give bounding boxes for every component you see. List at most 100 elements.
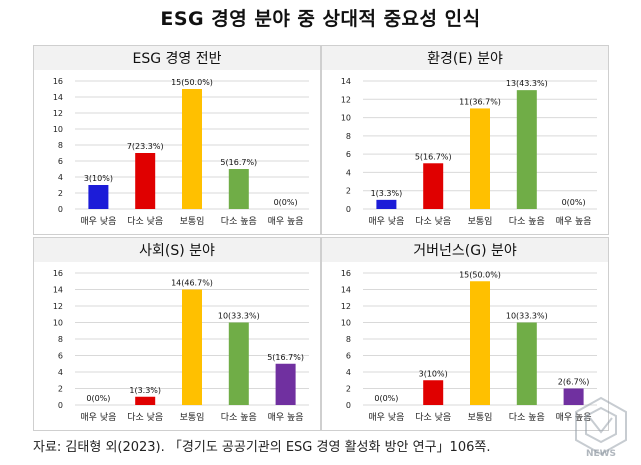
panel-title-bar xyxy=(322,238,608,262)
data-label-somewhat-high: 5(16.7%) xyxy=(220,158,257,167)
x-tick-label-very-high: 매우 높음 xyxy=(556,412,592,423)
y-tick-label: 10 xyxy=(53,125,63,134)
y-tick-label: 0 xyxy=(346,401,351,410)
page-title: ESG 경영 분야 중 상대적 중요성 인식 xyxy=(160,8,481,30)
y-tick-label: 8 xyxy=(58,335,63,344)
y-tick-label: 12 xyxy=(341,95,351,104)
data-label-very-high: 5(16.7%) xyxy=(267,353,304,362)
chart-social: 사회(S) 분야 0 2 4 6 8 10 12 14 16 0(0%) 매우 낮음 1(3.3%) 다소… xyxy=(33,237,321,431)
y-tick-label: 10 xyxy=(53,319,63,328)
y-tick-label: 2 xyxy=(58,385,63,394)
chart-title: ESG 경영 전반 xyxy=(132,51,221,67)
data-label-average: 14(46.7%) xyxy=(171,279,213,288)
y-tick-label: 16 xyxy=(341,269,351,278)
y-tick-label: 14 xyxy=(53,93,63,102)
logo-text: NEWS xyxy=(586,449,616,459)
y-tick-label: 2 xyxy=(346,385,351,394)
y-tick-label: 4 xyxy=(58,368,63,377)
y-tick-label: 0 xyxy=(58,205,63,214)
y-tick-label: 2 xyxy=(58,189,63,198)
x-tick-label-average: 보통임 xyxy=(468,411,493,423)
y-tick-label: 6 xyxy=(58,157,63,166)
source-note: 자료: 김태형 외(2023). 「경기도 공공기관의 ESG 경영 활성화 방… xyxy=(33,440,491,455)
y-tick-label: 14 xyxy=(341,286,351,295)
bar-average xyxy=(182,89,202,209)
x-tick-label-somewhat-high: 다소 높음 xyxy=(221,216,257,227)
data-label-very-high: 2(6.7%) xyxy=(558,378,590,387)
bar-very-high xyxy=(563,388,584,405)
y-tick-label: 6 xyxy=(58,352,63,361)
y-tick-label: 4 xyxy=(346,168,351,177)
bar-somewhat-high xyxy=(228,169,249,209)
y-tick-label: 4 xyxy=(346,368,351,377)
data-label-very-low: 0(0%) xyxy=(374,394,398,403)
panel-frame xyxy=(33,45,321,235)
data-label-very-low: 1(3.3%) xyxy=(371,189,403,198)
chart-grid: ESG 경영 전반 0 2 4 6 8 10 12 14 16 3(10%) 매우 낮음 7(23.3%… xyxy=(33,45,609,431)
data-label-somewhat-low: 5(16.7%) xyxy=(415,152,452,161)
chart-overall: ESG 경영 전반 0 2 4 6 8 10 12 14 16 3(10%) 매우 낮음 7(23.3%… xyxy=(33,45,321,235)
panel-frame xyxy=(33,237,321,431)
news-logo: NEWS xyxy=(575,396,627,459)
y-tick-label: 2 xyxy=(346,187,351,196)
y-tick-label: 14 xyxy=(341,77,351,86)
y-tick-label: 8 xyxy=(346,335,351,344)
panel-title-bar xyxy=(322,46,608,70)
panel-title-bar xyxy=(34,238,320,262)
chart-governance: 거버넌스(G) 분야 0 2 4 6 8 10 12 14 16 0(0%) 매우 낮음 3(10%) 다… xyxy=(321,237,609,431)
bar-somewhat-low xyxy=(135,153,156,209)
x-tick-label-somewhat-high: 다소 높음 xyxy=(509,412,545,423)
chart-environment: 환경(E) 분야 0 2 4 6 8 10 12 14 1(3.3%) 매우 낮음 5(16.7%) 다… xyxy=(321,45,609,235)
y-tick-label: 10 xyxy=(341,114,351,123)
chart-title: 거버넌스(G) 분야 xyxy=(413,243,517,259)
x-tick-label-very-low: 매우 낮음 xyxy=(368,216,404,227)
data-label-very-low: 0(0%) xyxy=(86,394,110,403)
y-tick-label: 12 xyxy=(53,109,63,118)
bar-somewhat-low xyxy=(423,163,444,209)
bar-somewhat-high xyxy=(516,90,537,209)
data-label-somewhat-low: 3(10%) xyxy=(419,369,448,378)
y-tick-label: 6 xyxy=(346,352,351,361)
panel-frame xyxy=(321,237,609,431)
data-label-somewhat-high: 13(43.3%) xyxy=(506,79,548,88)
data-label-average: 15(50.0%) xyxy=(459,270,501,279)
data-label-somewhat-high: 10(33.3%) xyxy=(506,312,548,321)
x-tick-label-average: 보통임 xyxy=(180,411,205,423)
bar-somewhat-low xyxy=(135,396,156,405)
x-tick-label-somewhat-low: 다소 낮음 xyxy=(415,412,451,423)
data-label-average: 15(50.0%) xyxy=(171,78,213,87)
data-label-very-high: 0(0%) xyxy=(274,198,298,207)
bar-very-low xyxy=(88,185,109,209)
y-tick-label: 6 xyxy=(346,150,351,159)
x-tick-label-very-low: 매우 낮음 xyxy=(368,412,404,423)
y-tick-label: 8 xyxy=(58,141,63,150)
data-label-average: 11(36.7%) xyxy=(459,97,501,106)
data-label-somewhat-low: 1(3.3%) xyxy=(129,386,161,395)
bar-somewhat-high xyxy=(516,322,537,405)
chart-panel-overall: ESG 경영 전반 0 2 4 6 8 10 12 14 16 3(10%) 매우 낮음 7(23.3%… xyxy=(33,45,321,235)
x-tick-label-somewhat-high: 다소 높음 xyxy=(509,216,545,227)
bar-very-low xyxy=(376,199,397,209)
x-tick-label-very-high: 매우 높음 xyxy=(556,216,592,227)
chart-panel-governance: 거버넌스(G) 분야 0 2 4 6 8 10 12 14 16 0(0%) 매우 낮음 3(10%) 다… xyxy=(321,237,609,431)
data-label-very-low: 3(10%) xyxy=(84,174,113,183)
x-tick-label-very-low: 매우 낮음 xyxy=(80,412,116,423)
chart-panel-social: 사회(S) 분야 0 2 4 6 8 10 12 14 16 0(0%) 매우 낮음 1(3.3%) 다소… xyxy=(33,237,321,431)
x-tick-label-very-high: 매우 높음 xyxy=(268,412,304,423)
y-tick-label: 8 xyxy=(346,132,351,141)
chart-panel-environment: 환경(E) 분야 0 2 4 6 8 10 12 14 1(3.3%) 매우 낮음 5(16.7%) 다… xyxy=(321,45,609,235)
y-tick-label: 4 xyxy=(58,173,63,182)
bar-somewhat-low xyxy=(423,380,444,405)
x-tick-label-very-low: 매우 낮음 xyxy=(80,216,116,227)
chart-title: 사회(S) 분야 xyxy=(139,243,215,259)
y-tick-label: 12 xyxy=(53,302,63,311)
y-tick-label: 16 xyxy=(53,269,63,278)
x-tick-label-average: 보통임 xyxy=(468,215,493,227)
y-tick-label: 0 xyxy=(346,205,351,214)
chart-title: 환경(E) 분야 xyxy=(427,51,503,67)
bar-very-high xyxy=(275,363,296,405)
y-tick-label: 14 xyxy=(53,286,63,295)
bar-average xyxy=(470,281,490,405)
panel-frame xyxy=(321,45,609,235)
data-label-very-high: 0(0%) xyxy=(562,198,586,207)
